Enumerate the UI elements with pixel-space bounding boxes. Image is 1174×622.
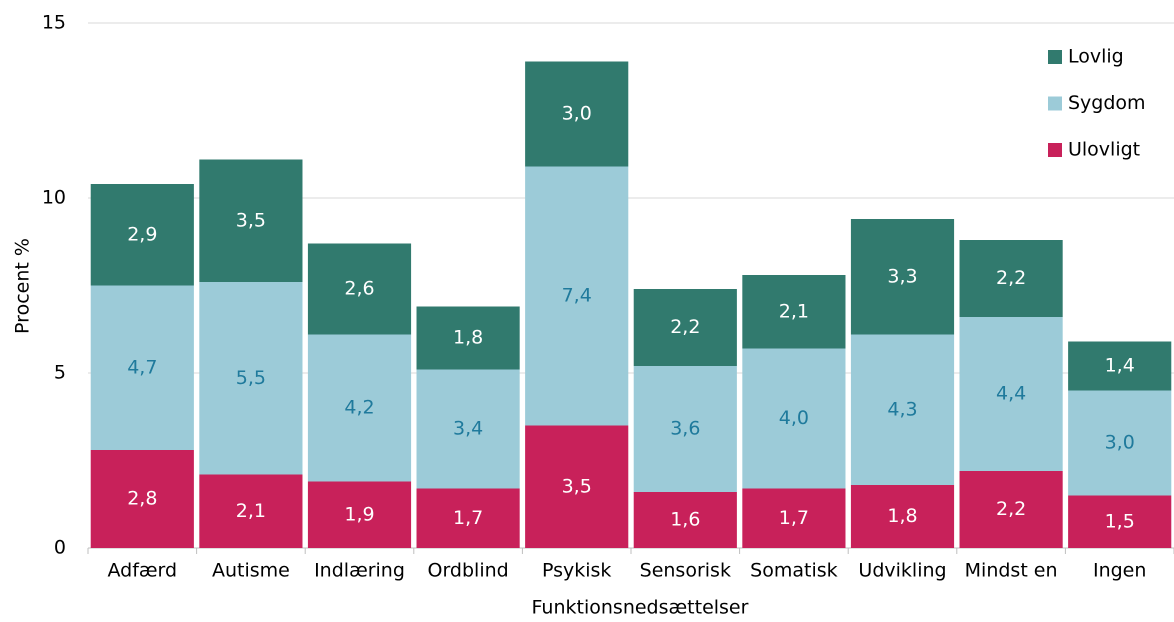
x-tick-label: Ordblind bbox=[427, 560, 508, 582]
data-label: 1,7 bbox=[779, 507, 809, 529]
bar-segment bbox=[525, 425, 629, 548]
y-tick-label: 15 bbox=[42, 12, 66, 34]
data-label: 4,0 bbox=[779, 407, 809, 429]
y-tick-label: 5 bbox=[54, 362, 66, 384]
bar-segment bbox=[199, 474, 303, 548]
y-tick-label: 0 bbox=[54, 537, 66, 559]
x-axis-title: Funktionsnedsættelser bbox=[532, 597, 749, 619]
bar-segment bbox=[90, 450, 194, 548]
data-label: 2,2 bbox=[996, 267, 1026, 289]
x-tick-label: Psykisk bbox=[542, 560, 611, 582]
data-label: 1,6 bbox=[670, 509, 700, 531]
data-label: 3,6 bbox=[670, 418, 700, 440]
y-tick-label: 10 bbox=[42, 187, 66, 209]
bar-segment bbox=[742, 348, 846, 489]
data-label: 1,8 bbox=[887, 505, 917, 527]
legend-swatch bbox=[1048, 50, 1062, 64]
x-tick-label: Somatisk bbox=[750, 560, 837, 582]
legend-label: Lovlig bbox=[1068, 46, 1124, 68]
data-label: 2,1 bbox=[779, 300, 809, 322]
data-label: 7,4 bbox=[562, 285, 592, 307]
bar-segment bbox=[199, 159, 303, 282]
bar-segment bbox=[416, 306, 520, 370]
data-label: 1,8 bbox=[453, 327, 483, 349]
bar-segment bbox=[1068, 341, 1172, 391]
bar-segment bbox=[742, 275, 846, 349]
bar-segment bbox=[307, 481, 412, 548]
x-tick-label: Udvikling bbox=[858, 560, 946, 582]
legend-label: Ulovligt bbox=[1068, 139, 1140, 161]
data-label: 1,9 bbox=[344, 503, 374, 525]
data-label: 2,8 bbox=[127, 488, 157, 510]
x-tick-label: Autisme bbox=[212, 560, 290, 582]
x-tick-label: Indlæring bbox=[314, 560, 405, 582]
x-tick-label: Adfærd bbox=[107, 560, 177, 582]
x-tick-label: Mindst en bbox=[965, 560, 1058, 582]
data-label: 3,4 bbox=[453, 418, 483, 440]
bar-segment bbox=[1068, 390, 1172, 496]
bar-segment bbox=[307, 243, 412, 335]
data-label: 4,7 bbox=[127, 356, 157, 378]
data-label: 2,2 bbox=[996, 498, 1026, 520]
data-label: 3,3 bbox=[887, 265, 917, 287]
data-label: 2,6 bbox=[344, 278, 374, 300]
bar-segment bbox=[633, 492, 737, 548]
bar-segment bbox=[633, 289, 737, 366]
bar-segment bbox=[850, 219, 955, 335]
bar-segment bbox=[416, 488, 520, 548]
bar-segment bbox=[307, 334, 412, 482]
bar-segment bbox=[959, 240, 1063, 317]
data-label: 1,4 bbox=[1105, 355, 1135, 377]
bar-segment bbox=[416, 369, 520, 489]
legend-label: Sygdom bbox=[1068, 92, 1146, 114]
legend-swatch bbox=[1048, 143, 1062, 157]
data-label: 2,1 bbox=[236, 500, 266, 522]
data-label: 1,5 bbox=[1105, 510, 1135, 532]
bar-segment bbox=[633, 366, 737, 492]
bar-segment bbox=[742, 488, 846, 548]
data-label: 3,0 bbox=[562, 103, 592, 125]
data-label: 5,5 bbox=[236, 367, 266, 389]
bar-segment bbox=[90, 285, 194, 450]
data-label: 4,3 bbox=[887, 398, 917, 420]
data-label: 4,4 bbox=[996, 383, 1026, 405]
data-label: 2,2 bbox=[670, 316, 700, 338]
data-label: 3,5 bbox=[562, 475, 592, 497]
bar-segment bbox=[959, 317, 1063, 471]
data-label: 2,9 bbox=[127, 223, 157, 245]
x-tick-label: Ingen bbox=[1093, 560, 1146, 582]
bar-segment bbox=[525, 61, 629, 167]
bar-segment bbox=[525, 166, 629, 426]
bar-segment bbox=[90, 184, 194, 286]
y-axis-title: Procent % bbox=[12, 238, 34, 334]
bar-segment bbox=[850, 334, 955, 485]
legend-swatch bbox=[1048, 96, 1062, 111]
data-label: 3,0 bbox=[1105, 432, 1135, 454]
data-label: 1,7 bbox=[453, 507, 483, 529]
bar-segment bbox=[850, 485, 955, 548]
bar-segment bbox=[1068, 495, 1172, 548]
bar-segment bbox=[199, 282, 303, 475]
x-tick-label: Sensorisk bbox=[640, 560, 731, 582]
data-label: 4,2 bbox=[344, 397, 374, 419]
data-label: 3,5 bbox=[236, 209, 266, 231]
bar-segment bbox=[959, 471, 1063, 548]
